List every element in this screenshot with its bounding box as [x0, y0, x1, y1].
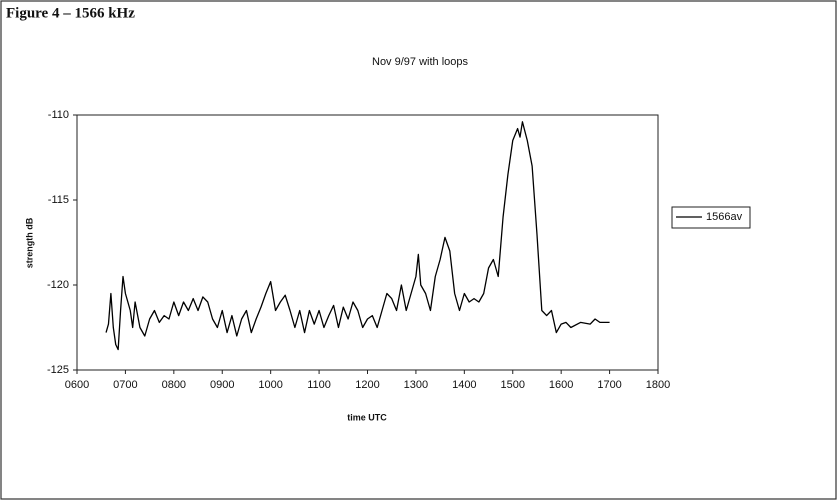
x-tick-label: 1300 [404, 379, 428, 391]
legend [671, 206, 751, 229]
y-tick-label: -120 [47, 279, 69, 291]
x-tick-label: 1200 [355, 379, 379, 391]
x-tick-label: 1700 [597, 379, 621, 391]
x-tick-label: 1100 [307, 379, 331, 391]
x-tick-label: 1800 [646, 379, 670, 391]
x-tick-label: 1600 [549, 379, 573, 391]
x-tick-label: 1000 [258, 379, 282, 391]
y-tick-label: -115 [48, 194, 69, 206]
legend-label: 1566av [706, 211, 743, 223]
x-tick-label: 0900 [210, 379, 234, 391]
x-tick-label: 0600 [65, 379, 89, 391]
x-tick-label: 0800 [162, 379, 186, 391]
x-tick-label: 1500 [501, 379, 525, 391]
data-line [105, 121, 610, 351]
x-tick-label: 0700 [113, 379, 137, 391]
figure-label: Figure 4 – 1566 kHz [6, 5, 135, 21]
y-tick-label: -110 [48, 109, 69, 121]
y-axis-label: strength dB [24, 217, 34, 268]
y-tick-label: -125 [47, 364, 69, 376]
x-axis-label: time UTC [347, 412, 387, 422]
x-tick-label: 1400 [452, 379, 476, 391]
chart-title: Nov 9/97 with loops [372, 56, 468, 68]
